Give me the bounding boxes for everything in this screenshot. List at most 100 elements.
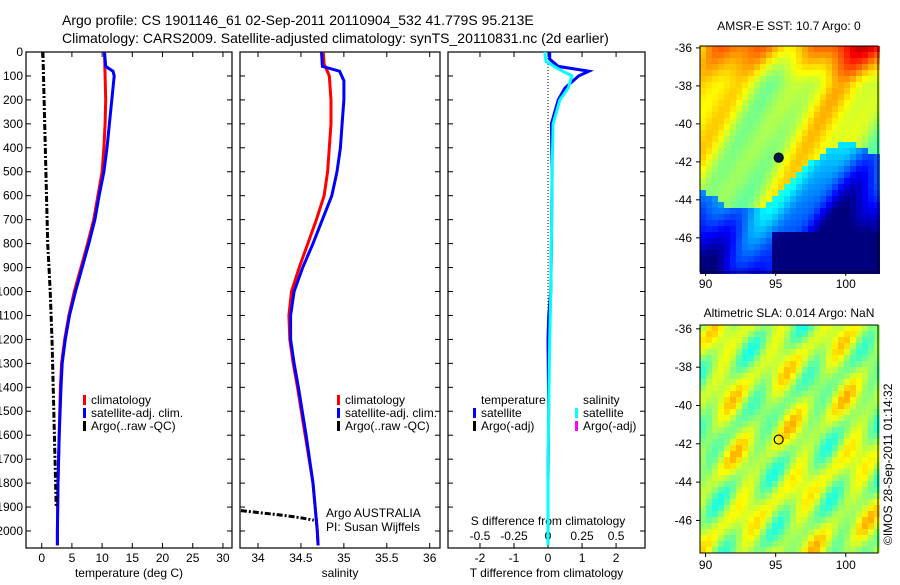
map-cell: [826, 517, 832, 523]
map-cell: [856, 439, 862, 445]
map-cell: [730, 106, 736, 112]
map-cell: [778, 220, 784, 226]
map-cell: [742, 343, 748, 349]
map-cell: [766, 379, 772, 385]
map-cell: [808, 250, 814, 256]
map-cell: [730, 202, 736, 208]
map-cell: [814, 499, 820, 505]
map-cell: [862, 124, 868, 130]
x-tick-label: 0: [38, 551, 45, 565]
map-cell: [712, 46, 718, 52]
map-cell: [724, 130, 730, 136]
map-cell: [706, 226, 712, 232]
map-cell: [778, 403, 784, 409]
map-cell: [874, 343, 880, 349]
map-cell: [772, 112, 778, 118]
map-cell: [802, 106, 808, 112]
map-cell: [832, 190, 838, 196]
map-cell: [838, 505, 844, 511]
map-cell: [778, 100, 784, 106]
map-cell: [712, 451, 718, 457]
map-cell: [868, 463, 874, 469]
map-cell: [700, 220, 706, 226]
map-cell: [802, 433, 808, 439]
y-tick-label: -38: [675, 360, 693, 374]
map-cell: [874, 82, 880, 88]
map-cell: [820, 142, 826, 148]
map-cell: [868, 493, 874, 499]
map-cell: [796, 499, 802, 505]
map-cell: [826, 64, 832, 70]
map-cell: [868, 130, 874, 136]
map-cell: [844, 337, 850, 343]
map-cell: [706, 88, 712, 94]
map-cell: [724, 325, 730, 331]
map-cell: [766, 160, 772, 166]
y-tick-label: 1400: [0, 380, 23, 394]
map-cell: [742, 202, 748, 208]
map-cell: [736, 475, 742, 481]
map-cell: [718, 355, 724, 361]
map-cell: [700, 331, 706, 337]
map-cell: [850, 262, 856, 268]
map-cell: [826, 130, 832, 136]
map-cell: [772, 208, 778, 214]
map-cell: [724, 439, 730, 445]
map-cell: [724, 451, 730, 457]
y-tick-label: -46: [675, 513, 693, 527]
map-cell: [700, 529, 706, 535]
map-cell: [760, 409, 766, 415]
map-cell: [850, 511, 856, 517]
map-cell: [838, 196, 844, 202]
map-cell: [742, 142, 748, 148]
map-cell: [838, 64, 844, 70]
map-cell: [742, 166, 748, 172]
map-cell: [808, 403, 814, 409]
map-cell: [790, 100, 796, 106]
map-cell: [832, 505, 838, 511]
map-cell: [760, 136, 766, 142]
map-cell: [742, 367, 748, 373]
map-cell: [700, 160, 706, 166]
map-cell: [724, 421, 730, 427]
series-argo-raw-qc-: [240, 509, 315, 522]
map-cell: [826, 166, 832, 172]
map-cell: [700, 487, 706, 493]
map-cell: [874, 184, 880, 190]
map-cell: [814, 184, 820, 190]
map-cell: [826, 208, 832, 214]
map-cell: [874, 262, 880, 268]
map-cell: [766, 94, 772, 100]
map-cell: [742, 100, 748, 106]
map-cell: [844, 178, 850, 184]
map-cell: [754, 511, 760, 517]
map-cell: [808, 391, 814, 397]
map-cell: [712, 82, 718, 88]
map-cell: [724, 46, 730, 52]
map-cell: [712, 124, 718, 130]
map-cell: [742, 397, 748, 403]
map-cell: [730, 421, 736, 427]
map-cell: [838, 379, 844, 385]
y-tick-label: -40: [675, 117, 693, 131]
legend-swatch: [337, 395, 340, 405]
map-cell: [766, 421, 772, 427]
map-cell: [808, 331, 814, 337]
map-cell: [802, 529, 808, 535]
map-cell: [766, 397, 772, 403]
map-cell: [706, 256, 712, 262]
map-cell: [736, 232, 742, 238]
map-cell: [844, 379, 850, 385]
map-cell: [724, 100, 730, 106]
map-cell: [844, 457, 850, 463]
map-cell: [796, 421, 802, 427]
map-cell: [778, 88, 784, 94]
map-cell: [808, 439, 814, 445]
map-cell: [832, 256, 838, 262]
map-cell: [802, 337, 808, 343]
map-cell: [736, 517, 742, 523]
map-cell: [712, 106, 718, 112]
map-cell: [742, 487, 748, 493]
map-cell: [814, 70, 820, 76]
map-cell: [784, 58, 790, 64]
